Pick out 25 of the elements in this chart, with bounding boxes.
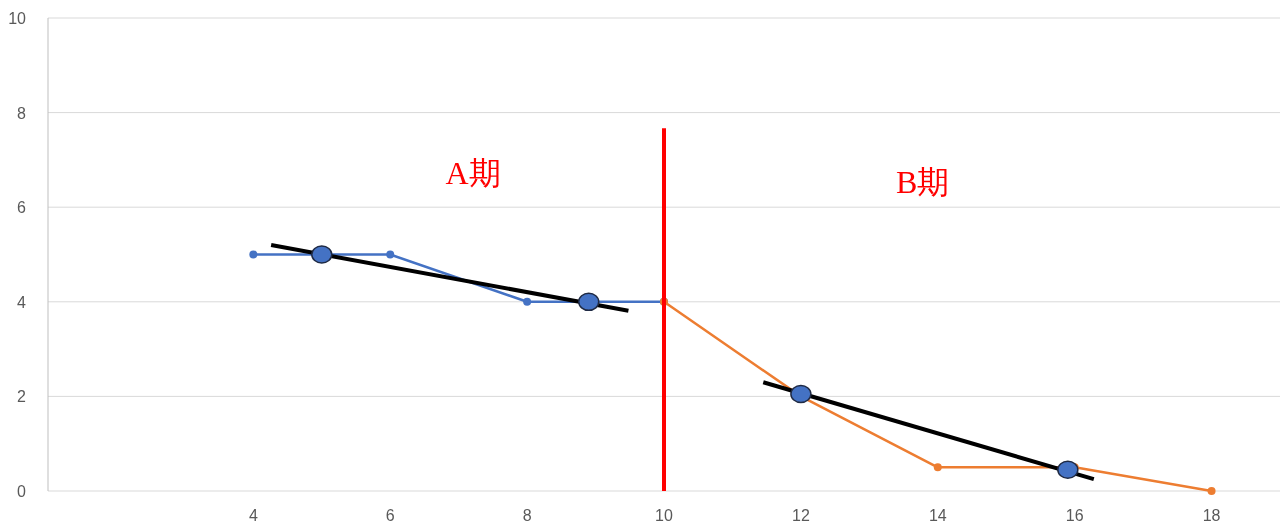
point [1057,460,1079,479]
point [790,384,812,404]
annotation: A期 [445,154,501,191]
annotation: B期 [896,164,950,201]
x-tick-label: 16 [1065,507,1084,524]
x-tick-label: 10 [655,507,673,524]
point [577,292,600,312]
point [386,250,395,259]
y-tick-label: 4 [17,293,27,311]
y-tick-label: 2 [17,388,27,406]
x-tick-label: 6 [385,507,395,524]
point [933,463,942,472]
x-tick-label: 8 [522,507,532,524]
x-tick-label: 12 [791,507,810,524]
x-tick-label: 14 [928,507,947,524]
y-tick-label: 0 [17,483,27,500]
point [1207,487,1216,495]
x-tick-label: 18 [1202,507,1221,524]
point [311,245,333,264]
point [249,250,258,259]
y-tick-label: 8 [17,104,27,122]
x-tick-label: 4 [248,507,258,524]
y-tick-label: 10 [8,10,27,27]
point [523,297,532,306]
y-tick-label: 6 [17,199,27,217]
